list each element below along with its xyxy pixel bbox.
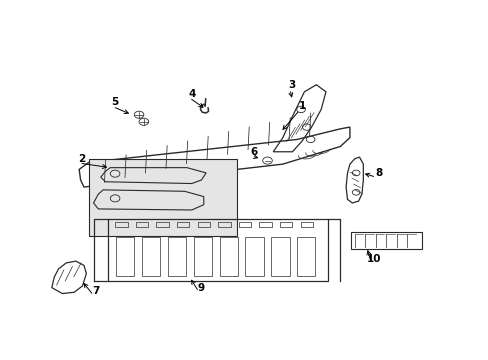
Text: 8: 8 xyxy=(374,168,382,178)
Text: 4: 4 xyxy=(188,89,195,99)
Text: 5: 5 xyxy=(111,98,119,107)
Text: 6: 6 xyxy=(250,147,257,157)
Text: 9: 9 xyxy=(198,283,204,293)
Text: 2: 2 xyxy=(78,154,85,164)
FancyBboxPatch shape xyxy=(89,159,237,237)
Text: 7: 7 xyxy=(92,286,100,296)
Text: 10: 10 xyxy=(366,255,380,264)
Text: 3: 3 xyxy=(288,80,295,90)
Text: 1: 1 xyxy=(298,101,305,111)
